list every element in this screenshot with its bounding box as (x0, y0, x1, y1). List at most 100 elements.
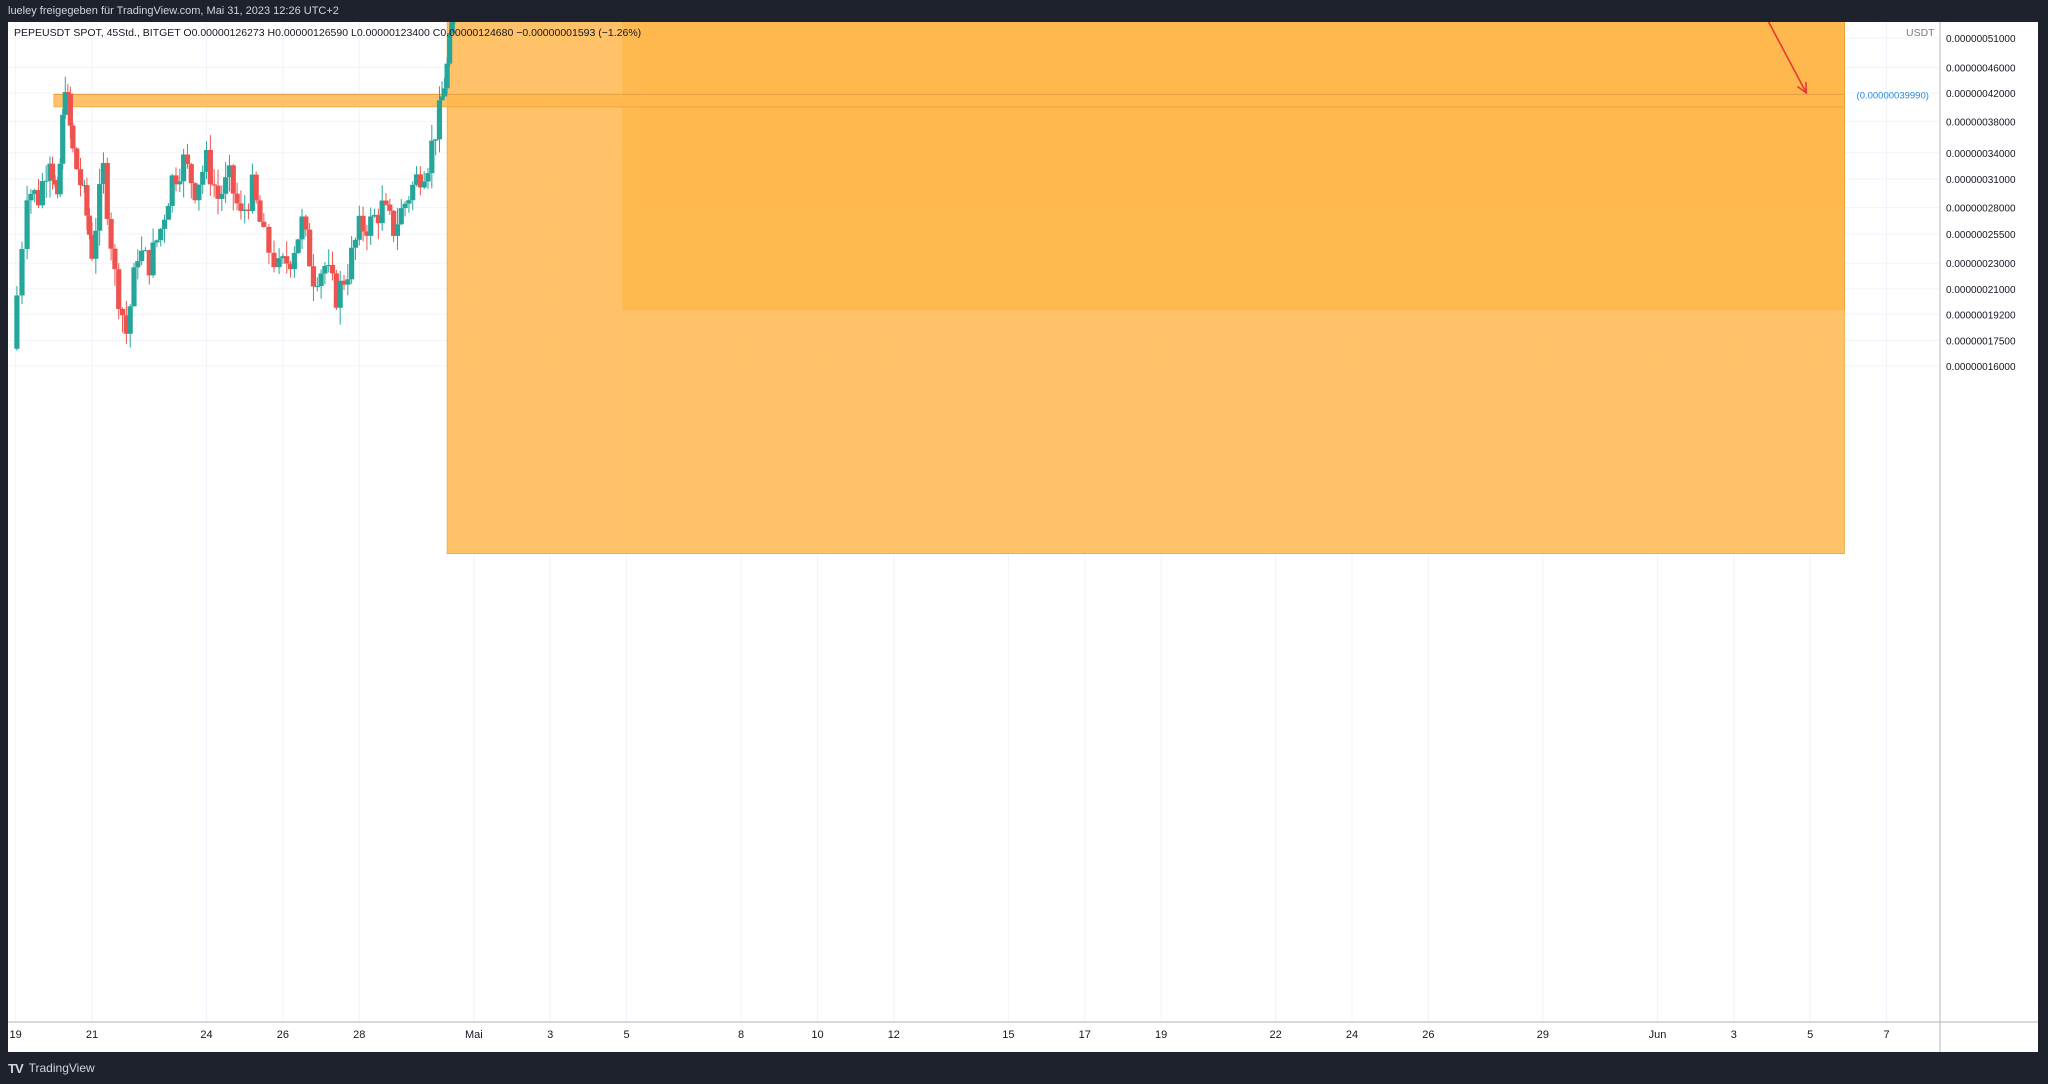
candle-body (226, 165, 233, 178)
y-tick-label: 0.00000025500 (1946, 230, 2016, 241)
candle-body (142, 250, 149, 252)
candle-body (150, 242, 156, 276)
candle-body (112, 248, 118, 270)
candle-body (89, 234, 95, 259)
x-tick-label: Jun (1649, 1029, 1667, 1041)
share-header: lueley freigegeben für TradingView.com, … (0, 0, 2048, 22)
candle-body (303, 216, 309, 230)
y-tick-label: 0.00000038000 (1946, 117, 2016, 128)
candle-body (196, 184, 202, 201)
x-tick-label: 5 (623, 1029, 629, 1041)
candle-body (28, 193, 34, 201)
candle-body (188, 164, 194, 184)
candle-body (433, 139, 439, 141)
candle-body (326, 265, 332, 266)
candle-body (158, 228, 164, 241)
candle-body (215, 185, 221, 199)
candle-body (364, 231, 370, 236)
y-tick-label: 0.00000016000 (1946, 362, 2016, 373)
candle-body (439, 96, 445, 101)
candle-body (65, 92, 71, 94)
y-unit: USDT (1906, 27, 1935, 39)
candle-body (52, 179, 58, 185)
candle-body (165, 205, 171, 220)
candle-body (375, 214, 381, 224)
candle-body (173, 175, 179, 185)
candle-body (387, 204, 393, 211)
candle-body (318, 273, 324, 287)
x-tick-label: 26 (1422, 1029, 1434, 1041)
candle-body (261, 221, 267, 227)
candle-body (161, 219, 168, 229)
resistance-zone (446, 0, 1845, 555)
candle-body (116, 269, 122, 310)
candle-body (398, 208, 404, 225)
candle-body (410, 184, 416, 201)
candle-body (394, 224, 401, 236)
candle-body (425, 173, 431, 182)
candle-body (280, 256, 286, 259)
candle-body (192, 183, 198, 201)
candle-body (249, 174, 255, 212)
footer-brand: TradingView (28, 1061, 95, 1075)
candle-body (207, 149, 213, 185)
candle-body (62, 92, 68, 115)
candle-body (131, 267, 137, 307)
x-axis: 19 21 24 26 28 Mai 3 5 8 10 12 15 17 19 22 24 26 29 Jun 3 5 7 (8, 1021, 2038, 1041)
candle-body (383, 200, 389, 205)
x-tick-label: 5 (1807, 1029, 1813, 1041)
zones: (0.00000450494)(0.00000309317)(0.0000020… (53, 0, 1929, 555)
candle-body (230, 165, 236, 194)
x-tick-label: 3 (547, 1029, 553, 1041)
candle-body (154, 240, 160, 243)
candle-body (108, 218, 114, 249)
candle-body (146, 250, 152, 276)
candle-body (238, 203, 244, 211)
x-tick-label: 24 (1346, 1029, 1358, 1041)
candle-body (314, 286, 320, 288)
candle-body (287, 263, 294, 270)
candle-body (123, 315, 129, 334)
x-tick-label: 26 (277, 1029, 289, 1041)
arrows (1759, 6, 1808, 95)
candle-body (391, 210, 397, 236)
x-tick-label: 22 (1270, 1029, 1282, 1041)
candle-body (127, 306, 133, 334)
candle-body (223, 177, 229, 194)
candle-body (307, 229, 313, 267)
candle-body (310, 266, 317, 287)
candle-body (97, 184, 103, 231)
arrow-head-icon (1797, 82, 1808, 95)
y-tick-label: 0.00000042000 (1946, 89, 2016, 100)
candle-body (84, 185, 90, 216)
candle-body (436, 100, 443, 140)
candle-body (441, 88, 448, 97)
chart-panel[interactable]: (0.00000450494)(0.00000309317)(0.0000020… (8, 0, 2038, 1052)
candle-body (379, 200, 385, 224)
candle-body (93, 230, 99, 259)
candle-body (169, 175, 175, 206)
candle-body (266, 226, 272, 253)
projection-arrow (1759, 6, 1808, 94)
candle-body (100, 162, 107, 185)
x-tick-label: 19 (10, 1029, 22, 1041)
candle-body (177, 181, 183, 185)
price-chart[interactable]: (0.00000450494)(0.00000309317)(0.0000020… (8, 0, 2038, 1052)
candle-body (349, 247, 355, 280)
candle-body (299, 216, 305, 240)
candle-body (43, 180, 49, 182)
candle-body (368, 216, 374, 236)
y-tick-label: 0.00000021000 (1946, 285, 2016, 296)
candle-body (402, 203, 408, 209)
candle-body (356, 215, 362, 240)
candle-body (429, 140, 435, 174)
candle-body (417, 174, 423, 188)
candle-body (184, 154, 191, 165)
symbol-line: PEPEUSDT SPOT, 45Std., BITGET O0.0000012… (14, 27, 641, 39)
candle-body (203, 149, 210, 172)
candle-body (181, 154, 187, 182)
candle-body (135, 261, 141, 268)
candle-body (253, 174, 259, 201)
candle-body (360, 215, 366, 232)
y-tick-label: 0.00000046000 (1946, 63, 2016, 74)
